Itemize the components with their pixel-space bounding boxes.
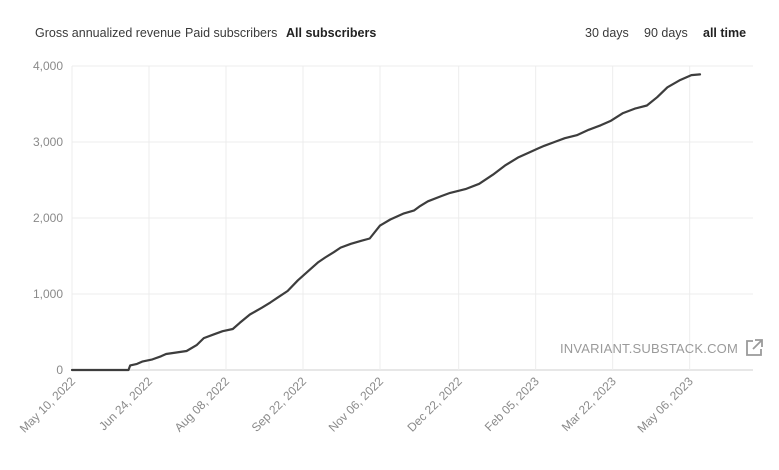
x-tick-label: Sep 22, 2022 [249,374,310,435]
y-tick-label: 0 [56,363,63,377]
y-tick-label: 4,000 [33,59,63,73]
x-tick-label: Dec 22, 2022 [404,374,465,435]
y-tick-label: 3,000 [33,135,63,149]
x-tick-label: Aug 08, 2022 [172,374,233,435]
chart-controls: Gross annualized revenue Paid subscriber… [0,0,779,60]
series-line [70,73,702,372]
x-tick-label: Mar 22, 2023 [559,374,619,434]
x-tick-label: Feb 05, 2023 [482,374,542,434]
tab-range-all-time[interactable]: all time [703,26,747,40]
tab-all-subscribers[interactable]: All subscribers [286,26,377,40]
x-tick-label: Jun 24, 2022 [96,374,155,433]
x-tick-label: Nov 06, 2022 [326,374,387,435]
y-axis: 0 1,000 2,000 3,000 4,000 [33,59,63,377]
watermark-link[interactable]: INVARIANT.SUBSTACK.COM [560,338,764,358]
x-axis: May 10, 2022 Jun 24, 2022 Aug 08, 2022 Sep … [17,374,696,436]
external-link-icon [746,339,763,356]
tab-gross-annualized-revenue[interactable]: Gross annualized revenue [35,26,181,40]
chart-grid [71,65,753,371]
x-tick-label: May 06, 2023 [634,374,696,436]
tab-range-90-days[interactable]: 90 days [644,26,688,40]
watermark-text: INVARIANT.SUBSTACK.COM [560,340,738,356]
y-tick-label: 2,000 [33,211,63,225]
x-tick-label: May 10, 2022 [17,374,79,436]
tab-range-30-days[interactable]: 30 days [585,26,629,40]
tab-paid-subscribers[interactable]: Paid subscribers [185,26,278,40]
y-tick-label: 1,000 [33,287,63,301]
